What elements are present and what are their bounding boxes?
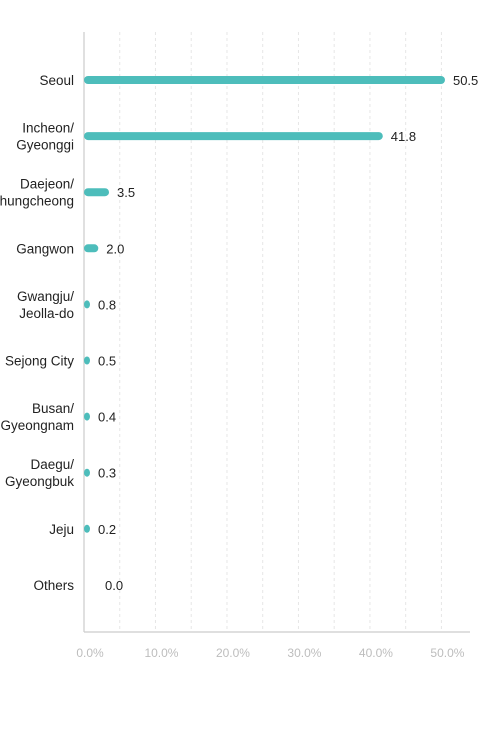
- bar: [84, 524, 90, 533]
- category-label: Jeju: [49, 522, 74, 537]
- value-label: 3.5: [117, 185, 135, 200]
- category-label: Gyeongbuk: [5, 474, 74, 489]
- grid-lines: [119, 32, 442, 632]
- category-label: Sejong City: [5, 354, 74, 369]
- category-label: Gwangju/: [17, 289, 74, 304]
- category-label: Gyeonggi: [16, 138, 74, 153]
- category-label: Chungcheong: [0, 194, 74, 209]
- value-label: 0.4: [98, 410, 116, 425]
- value-label: 50.5: [453, 73, 478, 88]
- bar: [84, 468, 90, 477]
- bar: [84, 244, 99, 253]
- bar: [84, 188, 110, 197]
- category-label: Gyeongnam: [0, 418, 74, 433]
- value-label: 0.5: [98, 354, 116, 369]
- x-tick-label: 10.0%: [144, 646, 178, 660]
- category-label: Jeolla-do: [19, 306, 74, 321]
- category-label: Gangwon: [16, 241, 74, 256]
- axes: 0.0% 10.0% 20.0% 30.0% 40.0% 50.0%: [76, 32, 470, 660]
- value-label: 41.8: [391, 129, 416, 144]
- value-label: 0.3: [98, 466, 116, 481]
- bar: [84, 300, 90, 309]
- bars: [84, 76, 445, 533]
- category-label: Busan/: [32, 401, 74, 416]
- x-tick-label: 30.0%: [287, 646, 321, 660]
- category-label: Seoul: [39, 73, 74, 88]
- x-tick-label: 20.0%: [216, 646, 250, 660]
- value-label: 2.0: [106, 241, 124, 256]
- bar: [84, 76, 445, 84]
- value-label: 0.0: [105, 578, 123, 593]
- category-label: Daegu/: [30, 457, 74, 472]
- x-tick-label: 0.0%: [76, 646, 104, 660]
- category-label: Others: [33, 578, 74, 593]
- bar: [84, 412, 90, 421]
- value-label: 0.2: [98, 522, 116, 537]
- bar: [84, 132, 383, 141]
- category-label: Incheon/: [22, 121, 74, 136]
- bar: [84, 356, 90, 365]
- x-tick-label: 40.0%: [359, 646, 393, 660]
- value-label: 0.8: [98, 297, 116, 312]
- category-label: Daejeon/: [20, 177, 74, 192]
- x-tick-label: 50.0%: [430, 646, 464, 660]
- labels: Seoul 50.5 Incheon/Gyeonggi 41.8 Daejeon/Chu…: [0, 73, 478, 593]
